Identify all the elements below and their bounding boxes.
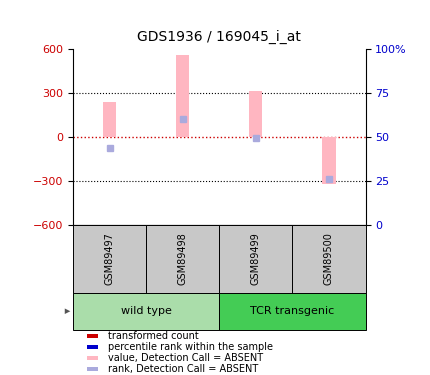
Title: GDS1936 / 169045_i_at: GDS1936 / 169045_i_at <box>137 29 301 44</box>
Bar <box>292 225 366 292</box>
Bar <box>146 225 219 292</box>
Text: GSM89500: GSM89500 <box>324 232 334 285</box>
Bar <box>73 225 146 292</box>
Text: GSM89498: GSM89498 <box>178 232 188 285</box>
Bar <box>87 334 98 338</box>
Bar <box>87 368 98 371</box>
Text: value, Detection Call = ABSENT: value, Detection Call = ABSENT <box>108 353 264 363</box>
Bar <box>322 137 335 184</box>
Bar <box>103 102 116 137</box>
Bar <box>219 292 366 330</box>
Text: GSM89497: GSM89497 <box>104 232 115 285</box>
Text: transformed count: transformed count <box>108 331 199 340</box>
Bar <box>249 92 262 137</box>
Bar <box>87 345 98 349</box>
Text: percentile rank within the sample: percentile rank within the sample <box>108 342 273 352</box>
Bar <box>219 225 292 292</box>
Bar <box>87 356 98 360</box>
Text: TCR transgenic: TCR transgenic <box>250 306 335 316</box>
Bar <box>73 292 219 330</box>
Text: wild type: wild type <box>121 306 172 316</box>
Text: rank, Detection Call = ABSENT: rank, Detection Call = ABSENT <box>108 364 258 374</box>
Bar <box>176 55 189 137</box>
Text: GSM89499: GSM89499 <box>251 232 261 285</box>
